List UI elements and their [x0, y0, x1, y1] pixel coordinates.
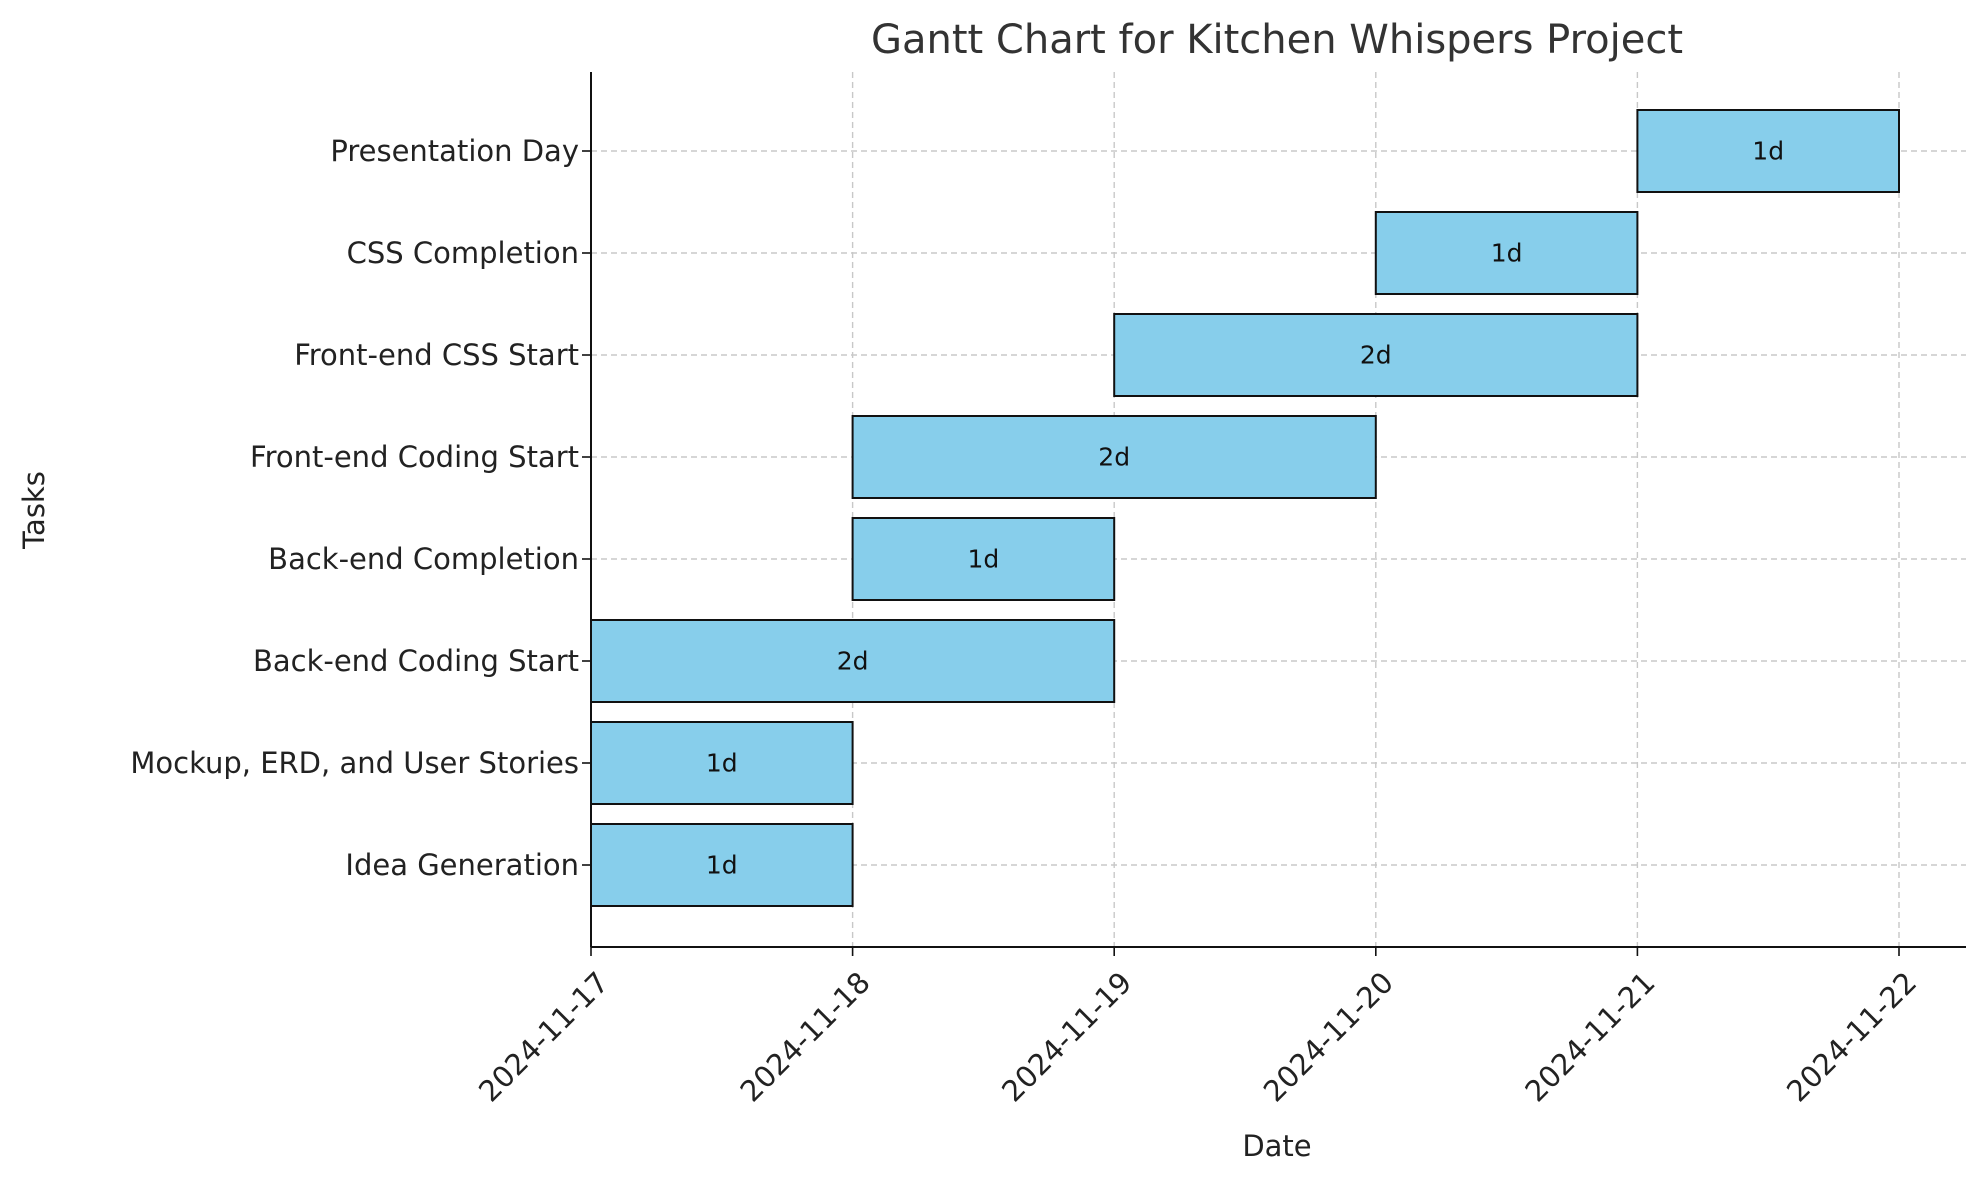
task-bar — [590, 823, 854, 907]
x-tick-label: 2024-11-17 — [472, 965, 615, 1108]
task-duration-label: 1d — [706, 749, 738, 778]
task-duration-label: 1d — [1491, 239, 1523, 268]
y-tick-label: CSS Completion — [347, 236, 579, 270]
task-duration-label: 2d — [1360, 341, 1392, 370]
task-duration-label: 1d — [706, 851, 738, 880]
y-axis-label: Tasks — [17, 471, 51, 550]
task-bar — [1374, 211, 1639, 295]
chart-title: Gantt Chart for Kitchen Whispers Project — [871, 17, 1683, 63]
y-tick-label: Front-end Coding Start — [250, 440, 579, 474]
bars — [590, 109, 1901, 907]
x-axis-label: Date — [1242, 1129, 1311, 1163]
task-duration-label: 2d — [1098, 443, 1130, 472]
task-bar — [851, 517, 1116, 601]
task-duration-label: 1d — [1752, 137, 1784, 166]
axes — [590, 72, 1966, 948]
x-tick-labels: 2024-11-17 2024-11-18 2024-11-19 2024-11-20… — [472, 947, 1923, 1108]
grid-lines — [590, 72, 1966, 947]
x-tick-label: 2024-11-21 — [1518, 965, 1661, 1108]
y-tick-label: Back-end Completion — [268, 542, 579, 576]
task-duration-label: 1d — [968, 545, 1000, 574]
task-bar — [851, 415, 1377, 499]
bar-labels: 1d 1d 2d 1d 2d 2d 1d 1d — [706, 137, 1784, 880]
x-tick-label: 2024-11-20 — [1257, 965, 1400, 1108]
x-tick-label: 2024-11-22 — [1780, 965, 1923, 1108]
task-bar — [1113, 313, 1639, 397]
y-tick-labels: Idea Generation Mockup, ERD, and User Sto… — [130, 134, 591, 882]
y-tick-label: Presentation Day — [330, 134, 579, 168]
y-tick-label: Front-end CSS Start — [294, 338, 579, 372]
y-tick-label: Back-end Coding Start — [253, 644, 579, 678]
x-tick-label: 2024-11-18 — [734, 965, 877, 1108]
task-bar — [590, 619, 1116, 703]
y-tick-label: Idea Generation — [345, 848, 579, 882]
task-duration-label: 2d — [837, 647, 869, 676]
x-tick-label: 2024-11-19 — [995, 965, 1138, 1108]
task-bar — [1636, 109, 1901, 193]
task-bar — [590, 721, 854, 805]
y-tick-label: Mockup, ERD, and User Stories — [130, 746, 579, 780]
